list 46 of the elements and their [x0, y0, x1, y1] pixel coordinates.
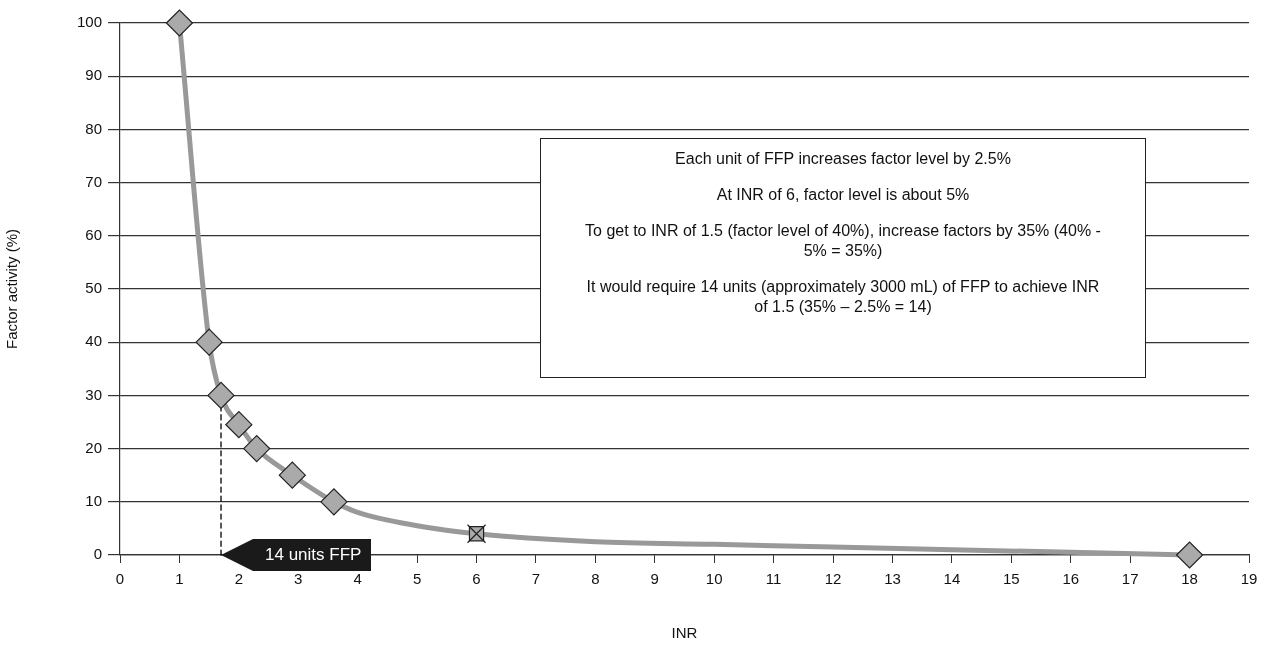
x-tick-label: 11 — [765, 570, 782, 588]
arrow-callout: 14 units FFP — [221, 539, 372, 571]
annotation: It would require 14 units (approximately 3000 mL) of FFP to achieve INR of 1.5 (35% – 2.5% = 14) — [585, 277, 1101, 317]
y-tick-label: 90 — [85, 66, 102, 84]
x-tick-label: 13 — [884, 570, 901, 588]
point — [278, 461, 306, 489]
y-tick-label: 100 — [76, 13, 102, 31]
x-tick-label: 3 — [294, 570, 303, 588]
x-tick-label: 5 — [412, 570, 422, 588]
y-tick-label: 0 — [93, 545, 102, 563]
annotation: At INR of 6, factor level is about 5% — [715, 185, 971, 205]
y-tick-label: 20 — [85, 438, 102, 456]
point — [1175, 541, 1204, 569]
point — [243, 435, 271, 463]
y-tick-label: 70 — [85, 172, 102, 190]
y-tick-label: 30 — [85, 385, 102, 403]
x-tick-label: 9 — [650, 570, 659, 588]
x-tick-label: 12 — [824, 570, 842, 588]
x-tick-label: 6 — [472, 570, 481, 588]
x-axis-title: INR — [671, 624, 698, 642]
x-tick-label: 4 — [353, 570, 362, 588]
point — [320, 488, 348, 516]
y-tick-label: 10 — [85, 491, 102, 509]
y-tick-label: 60 — [85, 225, 102, 243]
point — [225, 411, 253, 439]
y-tick-label: 80 — [85, 119, 102, 137]
y-tick-label: 40 — [85, 332, 102, 350]
x-tick-label: 16 — [1062, 570, 1080, 588]
x-tick-label: 19 — [1240, 570, 1258, 588]
x-tick-label: 1 — [175, 570, 184, 588]
x-tick-label: 0 — [115, 570, 125, 588]
x-tick-label: 18 — [1181, 570, 1198, 588]
annotation: Each unit of FFP increases factor level by 2.5% — [674, 149, 1012, 169]
point — [207, 381, 235, 409]
point — [195, 328, 223, 356]
x-tick-label: 15 — [1002, 570, 1020, 588]
y-axis-title: Factor activity (%) — [3, 228, 21, 350]
y-tick-label: 50 — [85, 279, 102, 297]
x-tick-label: 8 — [591, 570, 600, 588]
point — [165, 9, 194, 37]
x-tick-label: 10 — [705, 570, 723, 588]
x-tick-label: 17 — [1121, 570, 1139, 588]
annotation: To get to INR of 1.5 (factor level of 40%), increase factors by 35% (40% - 5% = 35%) — [585, 221, 1101, 261]
x-tick-label: 2 — [234, 570, 244, 588]
x-tick-label: 7 — [531, 570, 541, 588]
x-tick-label: 14 — [943, 570, 961, 588]
